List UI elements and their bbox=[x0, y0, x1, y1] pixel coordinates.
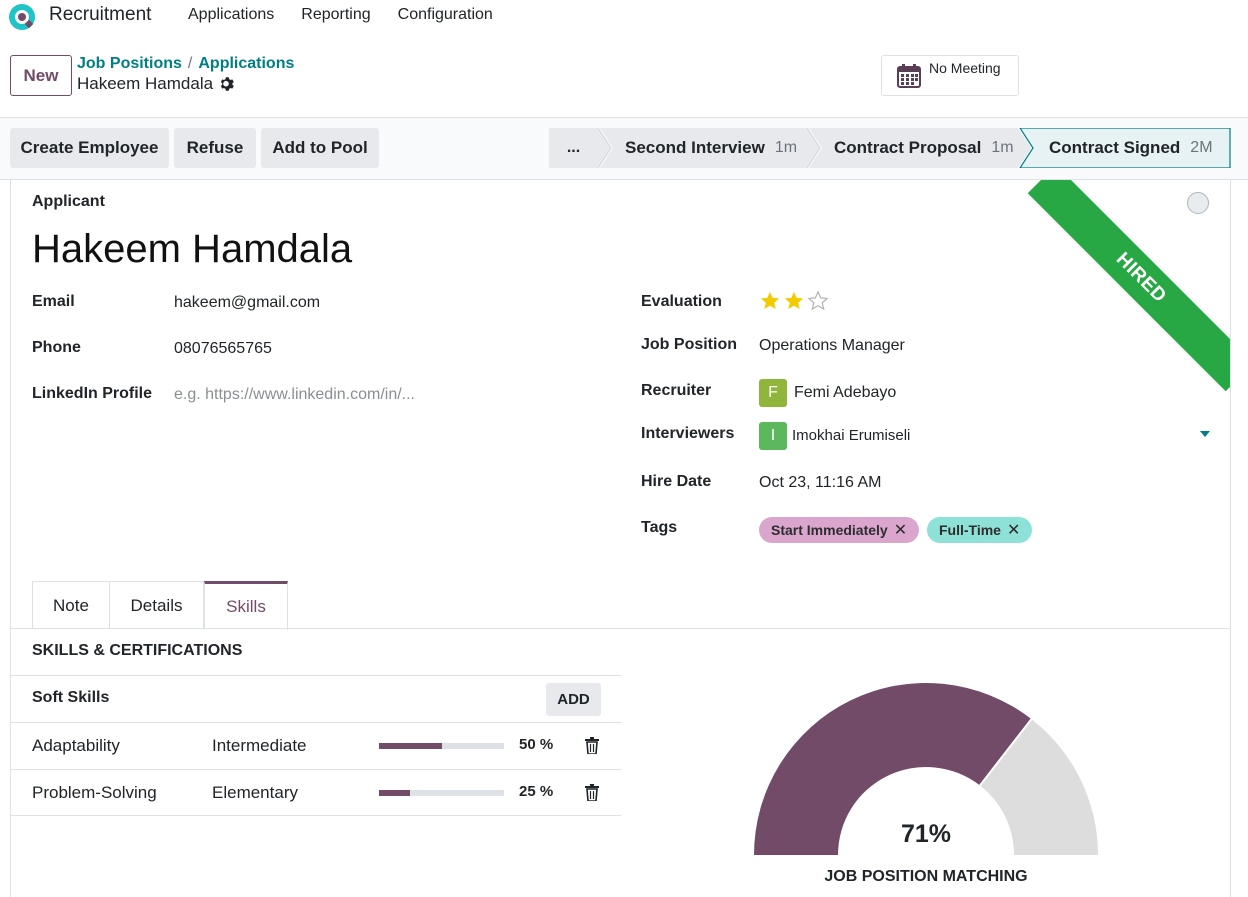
main-menu: Applications Reporting Configuration bbox=[188, 6, 520, 24]
breadcrumb-separator: / bbox=[187, 55, 193, 72]
gauge-divider bbox=[979, 718, 1033, 787]
breadcrumb: Job Positions / Applications bbox=[77, 55, 294, 73]
skills-table: Soft Skills ADD Adaptability Intermediat… bbox=[11, 675, 621, 816]
trash-icon[interactable] bbox=[585, 737, 599, 754]
menu-configuration[interactable]: Configuration bbox=[397, 6, 493, 23]
tag-label: Full-Time bbox=[939, 522, 1001, 538]
skill-progress-bar bbox=[379, 743, 504, 749]
meeting-label: No Meeting bbox=[929, 60, 1001, 76]
stage-label: Second Interview bbox=[625, 138, 765, 157]
app-title[interactable]: Recruitment bbox=[49, 4, 152, 25]
star-empty-icon[interactable] bbox=[807, 290, 829, 312]
tag-label: Start Immediately bbox=[771, 522, 888, 538]
add-to-pool-button[interactable]: Add to Pool bbox=[261, 128, 379, 168]
odoo-app-icon[interactable] bbox=[8, 3, 36, 31]
job-position-label: Job Position bbox=[641, 336, 737, 353]
linkedin-label: LinkedIn Profile bbox=[32, 385, 153, 402]
record-title: Hakeem Hamdala bbox=[77, 74, 235, 94]
interviewer-tag[interactable]: Imokhai Erumiseli bbox=[792, 427, 911, 444]
remove-tag-icon[interactable]: ✕ bbox=[1006, 522, 1021, 539]
status-bar: Create Employee Refuse Add to Pool ... S… bbox=[0, 118, 1248, 180]
menu-reporting[interactable]: Reporting bbox=[301, 6, 371, 23]
stage-label: Contract Signed bbox=[1049, 138, 1181, 157]
tab-skills[interactable]: Skills bbox=[204, 581, 288, 630]
meeting-button[interactable]: No Meeting bbox=[881, 55, 1019, 96]
notebook-tabs: Note Details Skills bbox=[32, 581, 288, 630]
tag-start-immediately[interactable]: Start Immediately ✕ bbox=[759, 517, 920, 543]
trash-icon[interactable] bbox=[585, 784, 599, 801]
hire-date-field[interactable]: Oct 23, 11:16 AM bbox=[759, 474, 882, 491]
star-filled-icon[interactable] bbox=[759, 290, 781, 312]
skill-progress-bar bbox=[379, 790, 504, 796]
evaluation-stars bbox=[759, 290, 829, 312]
skill-group-row: Soft Skills ADD bbox=[11, 675, 621, 722]
header-divider bbox=[0, 117, 1248, 118]
star-filled-icon[interactable] bbox=[783, 290, 805, 312]
skill-progress-value: 25 % bbox=[519, 783, 554, 800]
stage-duration: 1m bbox=[774, 139, 798, 156]
gauge-remaining-arc bbox=[979, 719, 1098, 855]
skill-group-name: Soft Skills bbox=[32, 689, 110, 706]
skill-progress-value: 50 % bbox=[519, 736, 554, 753]
stage-duration: 2M bbox=[1190, 139, 1213, 156]
recruiter-label: Recruiter bbox=[641, 382, 712, 399]
stage-duration: 1m bbox=[991, 139, 1014, 156]
phone-label: Phone bbox=[32, 339, 81, 356]
calendar-icon bbox=[897, 64, 921, 88]
remove-tag-icon[interactable]: ✕ bbox=[893, 522, 908, 539]
tags-label: Tags bbox=[641, 519, 678, 536]
evaluation-label: Evaluation bbox=[641, 293, 722, 310]
job-matching-gauge bbox=[754, 683, 1098, 855]
linkedin-field[interactable]: e.g. https://www.linkedin.com/in/... bbox=[174, 386, 415, 403]
phone-field[interactable]: 08076565765 bbox=[174, 340, 272, 357]
skills-section-title: SKILLS & CERTIFICATIONS bbox=[32, 642, 243, 659]
tabs-underline bbox=[11, 628, 1230, 629]
skill-name: Adaptability bbox=[32, 736, 120, 755]
gear-icon[interactable] bbox=[219, 76, 235, 92]
recruiter-avatar: F bbox=[759, 379, 787, 407]
new-button[interactable]: New bbox=[10, 55, 72, 96]
add-skill-button[interactable]: ADD bbox=[546, 683, 601, 716]
breadcrumb-applications[interactable]: Applications bbox=[198, 55, 295, 72]
stage-contract-proposal[interactable]: Contract Proposal 1m bbox=[834, 128, 1014, 168]
matching-label: JOB POSITION MATCHING bbox=[824, 868, 1028, 885]
stage-label: Contract Proposal bbox=[834, 138, 982, 157]
skill-level: Elementary bbox=[212, 783, 298, 802]
skill-name: Problem-Solving bbox=[32, 783, 157, 802]
matching-percentage: 71% bbox=[900, 820, 952, 848]
hire-date-label: Hire Date bbox=[641, 473, 712, 490]
skill-progress-fill bbox=[379, 743, 442, 749]
stage-more[interactable]: ... bbox=[566, 139, 581, 156]
email-field[interactable]: hakeem@gmail.com bbox=[174, 294, 321, 311]
refuse-button[interactable]: Refuse bbox=[174, 128, 256, 168]
top-navbar: Recruitment Applications Reporting Confi… bbox=[0, 0, 1248, 32]
gauge-value-arc bbox=[754, 683, 1032, 855]
stage-contract-signed[interactable]: Contract Signed 2M bbox=[1049, 128, 1213, 168]
applicant-name-field[interactable]: Hakeem Hamdala bbox=[32, 227, 353, 271]
table-row[interactable]: Adaptability Intermediate 50 % bbox=[11, 722, 621, 769]
tab-details[interactable]: Details bbox=[110, 581, 204, 629]
form-sheet: HIRED Applicant Hakeem Hamdala Email hak… bbox=[10, 180, 1231, 897]
menu-applications[interactable]: Applications bbox=[188, 6, 275, 23]
interviewer-avatar: I bbox=[759, 422, 787, 450]
table-row[interactable]: Problem-Solving Elementary 25 % bbox=[11, 769, 621, 816]
kanban-state-toggle[interactable] bbox=[1187, 192, 1209, 214]
applicant-label: Applicant bbox=[32, 193, 105, 210]
create-employee-button[interactable]: Create Employee bbox=[10, 128, 169, 168]
chevron-down-icon[interactable] bbox=[1200, 431, 1210, 437]
record-name: Hakeem Hamdala bbox=[77, 74, 214, 93]
job-position-field[interactable]: Operations Manager bbox=[759, 337, 905, 354]
tag-full-time[interactable]: Full-Time ✕ bbox=[927, 517, 1033, 543]
email-label: Email bbox=[32, 293, 75, 310]
stage-second-interview[interactable]: Second Interview 1m bbox=[625, 128, 797, 168]
recruiter-field[interactable]: Femi Adebayo bbox=[794, 384, 897, 401]
skill-level: Intermediate bbox=[212, 736, 307, 755]
skill-progress-fill bbox=[379, 790, 411, 796]
tab-note[interactable]: Note bbox=[32, 581, 110, 629]
breadcrumb-job-positions[interactable]: Job Positions bbox=[77, 55, 182, 72]
stage-pipeline bbox=[549, 128, 1231, 168]
interviewers-label: Interviewers bbox=[641, 425, 735, 442]
